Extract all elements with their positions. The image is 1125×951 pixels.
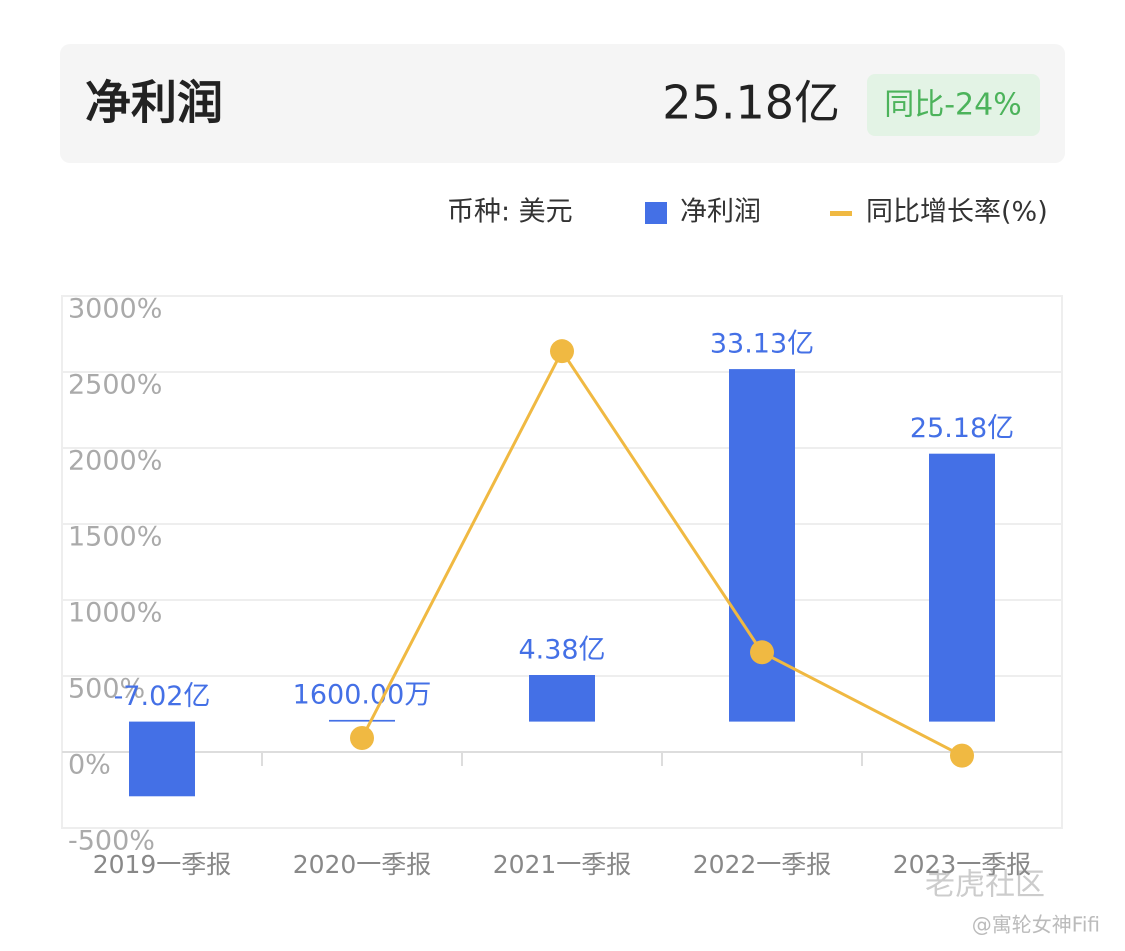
bar xyxy=(929,453,995,722)
y-tick-label: 500% xyxy=(68,674,145,705)
line-point xyxy=(350,726,374,751)
badge: 同比-24% xyxy=(884,88,1022,123)
x-tick-label: 2019一季报 xyxy=(93,850,232,879)
line-point xyxy=(750,640,774,665)
x-tick-label: 2021一季报 xyxy=(493,850,632,879)
y-tick-label: 2500% xyxy=(68,370,162,401)
y-tick-label: -500% xyxy=(68,826,155,857)
header-title: 净利润 xyxy=(85,76,223,130)
legend-swatch xyxy=(830,211,852,216)
line xyxy=(360,348,963,757)
x-tick-label: 2020一季报 xyxy=(293,850,432,879)
data-label: 25.18亿 xyxy=(910,413,1014,444)
plot-border xyxy=(61,295,1063,829)
legend-label: 净利润 xyxy=(680,197,761,228)
badge-bg xyxy=(867,74,1040,136)
x-tick-label: 2022一季报 xyxy=(693,850,832,879)
bar xyxy=(129,721,195,797)
legend-label: 同比增长率(%) xyxy=(866,197,1048,228)
data-label: 1600.00万 xyxy=(293,679,432,710)
y-tick-label: 3000% xyxy=(68,294,162,325)
bar xyxy=(529,674,595,722)
currency: 币种: 美元 xyxy=(447,197,573,228)
bar xyxy=(329,719,395,722)
legend-swatch xyxy=(645,202,667,224)
data-label: 4.38亿 xyxy=(518,634,605,665)
y-tick-label: 1500% xyxy=(68,522,162,553)
data-label: 33.13亿 xyxy=(710,329,814,360)
x-tick-label: 2023一季报 xyxy=(893,850,1032,879)
y-tick-label: 2000% xyxy=(68,446,162,477)
line-point xyxy=(550,339,574,364)
header-value: 25.18亿 xyxy=(662,76,840,130)
watermark-author: @寓轮女神Fifi xyxy=(972,913,1100,937)
y-tick-label: 0% xyxy=(68,750,111,781)
header-card xyxy=(60,44,1065,163)
bar xyxy=(729,369,795,722)
y-tick-label: 1000% xyxy=(68,598,162,629)
data-label: -7.02亿 xyxy=(114,681,211,712)
line-point xyxy=(950,743,974,768)
watermark-brand: 老虎社区 xyxy=(925,868,1045,903)
